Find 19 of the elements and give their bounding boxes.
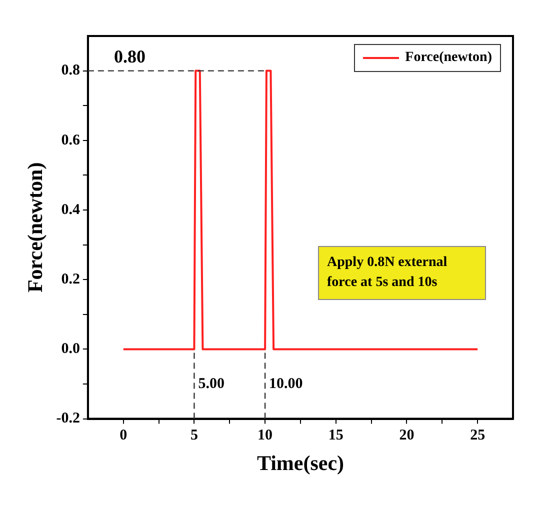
y-tick-label: -0.2 (56, 410, 80, 427)
x-tick-label: 5 (190, 428, 198, 444)
y-axis-title: Force(newton) (23, 162, 48, 293)
x-tick-label: 20 (399, 428, 414, 444)
y-tick-label: 0.8 (61, 62, 80, 79)
ref-line-label: 10.00 (269, 376, 303, 392)
callout-box: Apply 0.8N external force at 5s and 10s (318, 246, 486, 300)
y-tick-label: 0.0 (61, 341, 80, 358)
legend-label: Force(newton) (405, 50, 492, 66)
ref-line-label: 0.80 (114, 46, 146, 66)
x-tick-label: 25 (470, 428, 486, 444)
y-tick-label: 0.6 (61, 132, 80, 148)
x-tick-label: 0 (120, 428, 128, 444)
y-tick-label: 0.2 (61, 271, 80, 288)
x-tick-label: 15 (328, 428, 344, 444)
ref-line-label: 5.00 (198, 376, 224, 392)
x-tick-label: 10 (258, 428, 273, 444)
x-axis-title: Time(sec) (256, 450, 344, 475)
y-tick-label: 0.4 (61, 202, 80, 218)
